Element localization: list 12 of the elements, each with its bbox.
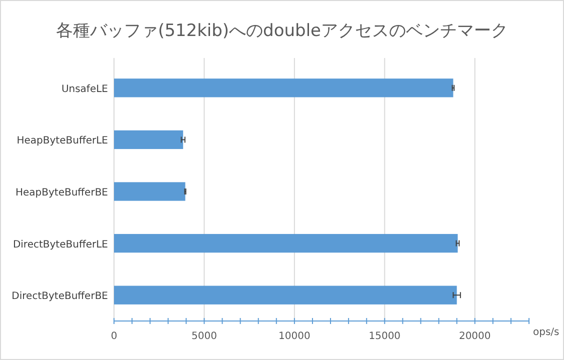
y-tick-label: UnsafeLE: [61, 84, 108, 95]
y-tick-label: HeapByteBufferLE: [16, 136, 108, 147]
x-tick-label: 5000: [191, 331, 217, 342]
title: 各種バッファ(512kib)へのdoubleアクセスのベンチマーク: [56, 21, 508, 41]
x-tick-label: 20000: [458, 331, 491, 342]
x-tick-label: 10000: [278, 331, 310, 342]
y-tick-label: DirectByteBufferBE: [12, 291, 108, 302]
x-tick-label: 15000: [368, 331, 401, 342]
x-axis-title: ops/s: [533, 327, 560, 338]
y-tick-label: HeapByteBufferBE: [15, 188, 108, 198]
y-tick-label: DirectByteBufferLE: [12, 239, 108, 250]
x-tick-label: 0: [110, 331, 118, 342]
